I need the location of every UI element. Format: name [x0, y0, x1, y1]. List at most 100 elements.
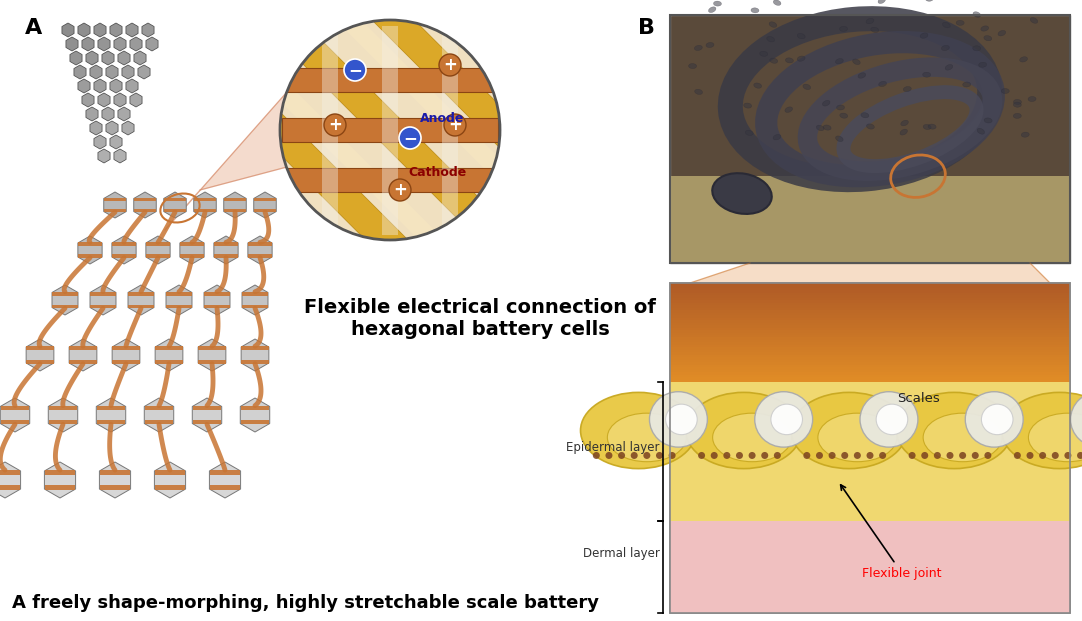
Polygon shape	[74, 65, 87, 79]
Text: A freely shape-morphing, highly stretchable scale battery: A freely shape-morphing, highly stretcha…	[12, 594, 599, 612]
Polygon shape	[137, 65, 150, 79]
Polygon shape	[204, 285, 230, 315]
Polygon shape	[134, 209, 156, 212]
Ellipse shape	[1030, 17, 1038, 24]
Bar	[670, 347, 1070, 350]
Polygon shape	[155, 470, 185, 474]
Polygon shape	[90, 292, 116, 296]
Polygon shape	[69, 14, 506, 451]
Ellipse shape	[903, 86, 911, 92]
Ellipse shape	[695, 45, 702, 50]
Text: A: A	[25, 18, 42, 38]
Text: +: +	[328, 116, 342, 134]
Polygon shape	[44, 486, 76, 490]
Ellipse shape	[709, 7, 716, 12]
Circle shape	[1065, 452, 1071, 459]
Ellipse shape	[925, 0, 934, 1]
Polygon shape	[122, 65, 134, 79]
Circle shape	[324, 114, 346, 136]
Polygon shape	[204, 304, 229, 308]
Ellipse shape	[973, 12, 980, 17]
Polygon shape	[142, 23, 154, 37]
Bar	[670, 301, 1070, 303]
Ellipse shape	[784, 107, 792, 112]
Circle shape	[1039, 452, 1046, 459]
Circle shape	[724, 452, 730, 459]
Polygon shape	[44, 462, 76, 498]
Ellipse shape	[923, 413, 1002, 461]
Polygon shape	[52, 285, 78, 315]
Polygon shape	[254, 209, 276, 212]
Circle shape	[644, 452, 650, 459]
Polygon shape	[145, 406, 173, 410]
Ellipse shape	[861, 112, 869, 118]
Bar	[670, 322, 1070, 325]
Polygon shape	[1, 406, 29, 410]
Ellipse shape	[581, 392, 697, 469]
Ellipse shape	[1014, 102, 1021, 107]
Circle shape	[985, 452, 991, 459]
Bar	[670, 320, 1070, 322]
Polygon shape	[70, 51, 82, 65]
Ellipse shape	[786, 58, 793, 63]
Text: +: +	[443, 56, 457, 74]
Ellipse shape	[770, 404, 803, 435]
Ellipse shape	[946, 65, 953, 70]
Ellipse shape	[871, 27, 879, 32]
Ellipse shape	[774, 0, 781, 6]
Bar	[670, 15, 1070, 263]
Bar	[670, 374, 1070, 377]
Ellipse shape	[751, 8, 758, 13]
Bar	[670, 303, 1070, 306]
Polygon shape	[166, 285, 192, 315]
Polygon shape	[194, 192, 216, 218]
Text: Dermal layer: Dermal layer	[583, 547, 660, 560]
Polygon shape	[110, 0, 556, 409]
Ellipse shape	[879, 81, 886, 86]
Text: Cathode: Cathode	[408, 166, 466, 178]
Polygon shape	[102, 107, 114, 121]
Polygon shape	[194, 209, 216, 212]
Text: +: +	[393, 181, 407, 199]
Circle shape	[829, 452, 835, 459]
Polygon shape	[82, 37, 94, 51]
Polygon shape	[130, 93, 142, 107]
Circle shape	[280, 20, 500, 240]
Bar	[670, 313, 1070, 315]
Circle shape	[736, 452, 743, 459]
Bar	[670, 342, 1070, 345]
Bar	[670, 345, 1070, 347]
Circle shape	[399, 127, 421, 149]
Polygon shape	[100, 470, 130, 474]
Circle shape	[803, 452, 810, 459]
Ellipse shape	[743, 103, 752, 108]
Circle shape	[439, 54, 461, 76]
Polygon shape	[164, 75, 302, 230]
Polygon shape	[114, 93, 127, 107]
Polygon shape	[224, 198, 246, 201]
Circle shape	[606, 452, 612, 459]
Polygon shape	[145, 420, 173, 424]
Polygon shape	[210, 470, 240, 474]
Polygon shape	[69, 346, 96, 350]
Ellipse shape	[769, 58, 778, 63]
Bar	[670, 308, 1070, 310]
Bar	[670, 330, 1070, 332]
Polygon shape	[242, 304, 267, 308]
Bar	[670, 337, 1070, 340]
Polygon shape	[248, 254, 272, 258]
Polygon shape	[130, 37, 142, 51]
Ellipse shape	[835, 136, 843, 142]
Polygon shape	[193, 398, 222, 432]
Polygon shape	[254, 198, 276, 201]
Ellipse shape	[797, 34, 805, 39]
Polygon shape	[85, 107, 98, 121]
Polygon shape	[129, 304, 154, 308]
Ellipse shape	[977, 129, 985, 134]
Polygon shape	[49, 406, 78, 410]
Ellipse shape	[998, 30, 1005, 36]
Bar	[670, 327, 1070, 330]
Bar	[670, 283, 1070, 613]
Polygon shape	[0, 470, 21, 474]
Ellipse shape	[956, 20, 964, 25]
